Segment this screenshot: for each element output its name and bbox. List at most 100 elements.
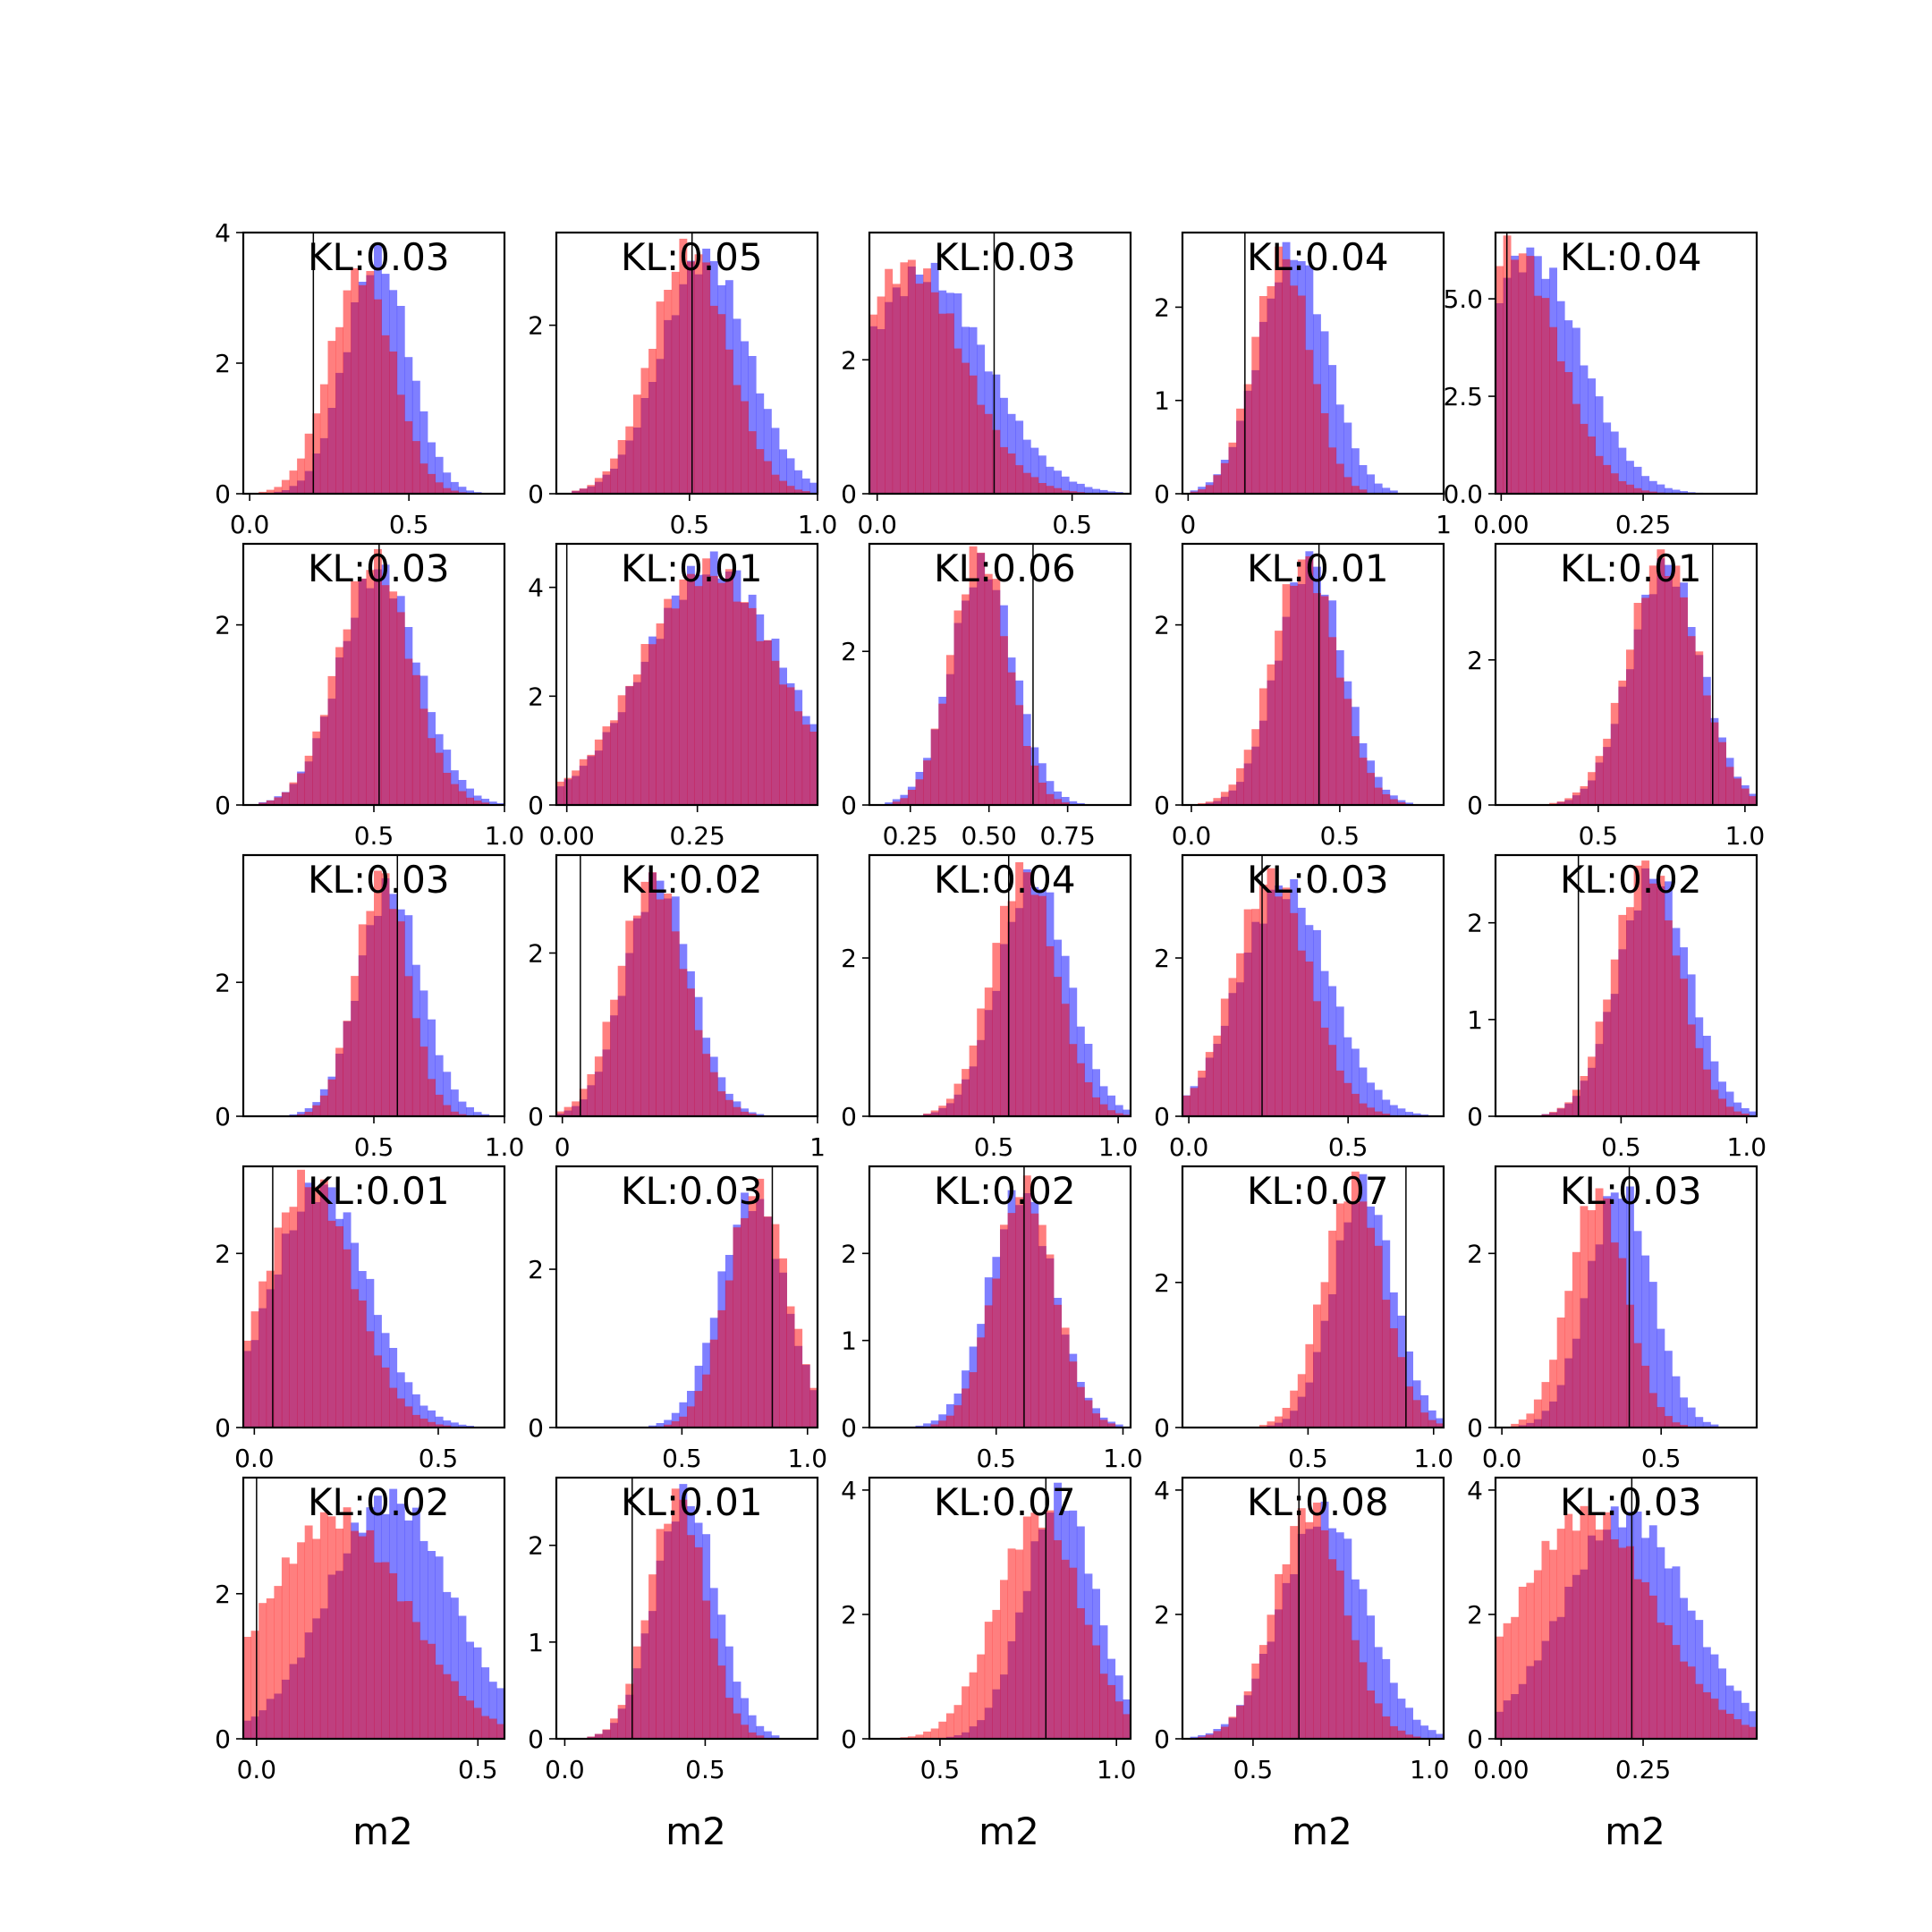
x-tick-label: 0.25: [883, 821, 938, 851]
histogram-bar: [1672, 955, 1681, 1116]
histogram-panel-r5c5: 0 2 4 0.00 0.25 KL:0.03: [1467, 1476, 1758, 1784]
histogram-bar: [428, 738, 436, 805]
histogram-bar: [1099, 1419, 1108, 1428]
histogram-bar: [443, 1591, 452, 1739]
histogram-bar: [610, 458, 618, 494]
histogram-bar: [1702, 1421, 1711, 1428]
histogram-bar: [679, 1416, 688, 1428]
histogram-bar: [1335, 677, 1344, 805]
histogram-bar: [396, 394, 405, 494]
y-tick-label: 0: [1467, 1102, 1483, 1131]
histogram-bar: [1702, 1069, 1711, 1116]
series-red: [1549, 549, 1757, 805]
histogram-bar: [748, 607, 757, 805]
histogram-bar: [779, 449, 787, 494]
histogram-bar: [1549, 1549, 1557, 1739]
histogram-bar: [458, 1114, 467, 1116]
panel-frame: [868, 542, 1132, 807]
histogram-bar: [1015, 420, 1024, 494]
histogram-bar: [1695, 651, 1704, 805]
histogram-bar: [281, 1557, 290, 1739]
histogram-bar: [1275, 631, 1283, 805]
histogram-bar: [458, 791, 467, 805]
kl-divergence-label: KL:0.01: [621, 1480, 763, 1524]
histogram-bar: [1275, 246, 1283, 494]
histogram-bar: [664, 1419, 673, 1428]
histogram-bar: [1733, 1111, 1742, 1116]
histogram-bar: [443, 1420, 452, 1428]
histogram-bar: [374, 1355, 382, 1428]
histogram-bar: [1313, 593, 1321, 805]
y-tick-label: 0: [1154, 1413, 1170, 1443]
histogram-bar: [1533, 1399, 1542, 1428]
histogram-bars: [1258, 1171, 1444, 1428]
histogram-bar: [656, 1529, 665, 1739]
histogram-bar: [1496, 1636, 1504, 1739]
histogram-bar: [1710, 1061, 1719, 1116]
histogram-panel-r1c1: 0 2 4 0.0 0.5 KL:0.03: [215, 218, 506, 539]
x-tick-label: 0.5: [1601, 1132, 1641, 1162]
histogram-bar: [1702, 695, 1711, 805]
histogram-bar: [1549, 1112, 1557, 1116]
histogram-bar: [1367, 1107, 1375, 1116]
histogram-bar: [496, 1688, 504, 1739]
histogram-bar: [771, 428, 780, 494]
panel-frame: [1494, 1476, 1758, 1741]
histogram-bar: [1610, 1539, 1619, 1739]
histogram-bar: [1030, 447, 1039, 494]
histogram-bar: [632, 394, 641, 494]
y-tick-label: 0: [215, 1413, 231, 1443]
histogram-bar: [556, 1111, 564, 1116]
histogram-bar: [411, 1414, 420, 1428]
y-tick-label: 0: [215, 1724, 231, 1754]
histogram-bar: [335, 1047, 343, 1116]
histogram-bar: [1038, 455, 1046, 494]
histogram-bar: [366, 271, 375, 494]
x-tick-label: 0.5: [1233, 1755, 1274, 1784]
histogram-bar: [1718, 1668, 1726, 1739]
histogram-bar: [1741, 1724, 1750, 1739]
histogram-bar: [319, 384, 328, 494]
histogram-bar: [1657, 1328, 1665, 1428]
y-tick-label: 0: [841, 1724, 857, 1754]
histogram-bar: [1107, 1095, 1116, 1116]
histogram-bar: [1030, 1513, 1039, 1739]
x-tick-label: 0.5: [389, 510, 429, 539]
panel-frame: [242, 1476, 506, 1741]
histogram-bar: [396, 612, 405, 805]
histogram-bar: [1267, 1614, 1275, 1739]
histogram-bar: [1359, 758, 1368, 805]
histogram-bar: [297, 1114, 305, 1116]
histogram-bar: [877, 296, 886, 494]
histogram-bar: [1251, 336, 1260, 494]
histogram-bar: [1007, 1548, 1016, 1739]
histogram-bar: [748, 1196, 757, 1428]
histogram-bar: [335, 1529, 343, 1739]
histogram-bar: [1351, 1640, 1360, 1739]
histogram-bar: [1564, 1513, 1573, 1739]
histogram-bar: [687, 1535, 695, 1739]
histogram-bar: [1114, 1113, 1123, 1116]
histogram-bar: [358, 1301, 367, 1428]
y-tick-label: 0: [1154, 479, 1170, 509]
histogram-bar: [1236, 767, 1244, 805]
y-tick-label: 0: [528, 1102, 544, 1131]
histogram-bar: [724, 1646, 733, 1739]
panel-frame: [1494, 1165, 1758, 1429]
x-tick-label: 0.5: [976, 1444, 1016, 1473]
histogram-bar: [411, 1018, 420, 1116]
histogram-panel-r4c1: 0 2 0.0 0.5 KL:0.01: [215, 1165, 506, 1473]
histogram-bar: [1359, 1103, 1368, 1116]
series-red: [258, 548, 490, 805]
histogram-bar: [1556, 1529, 1565, 1739]
histogram-bar: [1359, 1662, 1368, 1739]
histogram-bar: [625, 426, 634, 494]
histogram-bar: [488, 1682, 497, 1739]
histogram-bar: [327, 1516, 336, 1739]
histogram-bar: [1556, 360, 1565, 494]
histogram-bar: [801, 1364, 810, 1428]
histogram-bars: [869, 259, 1123, 494]
kl-divergence-label: KL:0.03: [1560, 1480, 1702, 1524]
histogram-bar: [617, 695, 626, 805]
histogram-panel-r2c1: 0 2 0.5 1.0 KL:0.03: [215, 542, 524, 851]
